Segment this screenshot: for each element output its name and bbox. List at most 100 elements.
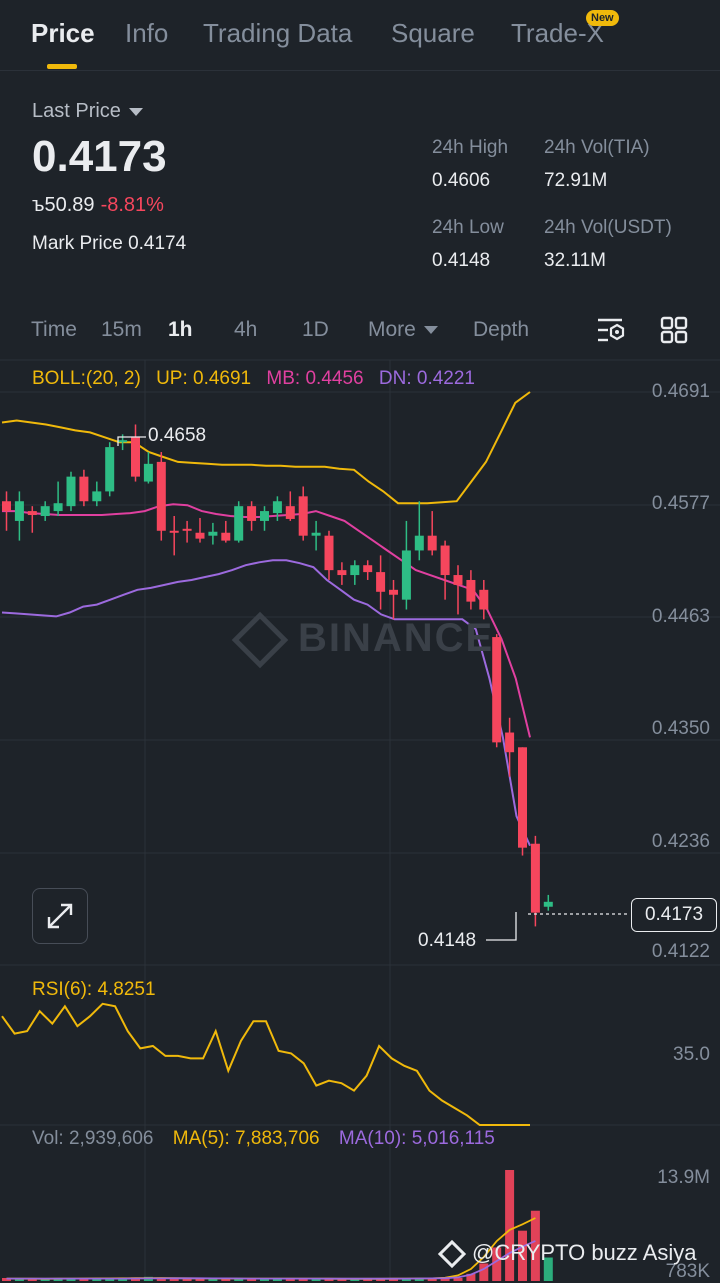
indicator-settings-icon[interactable] [596,316,626,344]
candle-body [505,732,515,753]
interval-time[interactable]: Time [31,318,77,341]
candle-body [363,565,373,573]
expand-icon [47,903,73,929]
candle-body [466,579,476,602]
high-marker-label: 0.4658 [148,425,207,446]
volume-ma5-value: MA(5): 7,883,706 [172,1128,320,1149]
volume-bar [182,1278,192,1281]
tab-trading-data[interactable]: Trading Data [203,18,353,48]
new-badge: New [586,10,619,26]
candle-body [131,437,140,477]
volume-legend: Vol: 2,939,606 MA(5): 7,883,706 MA(10): … [32,1128,495,1150]
interval-15m[interactable]: 15m [101,318,142,341]
volume-bar [169,1278,179,1281]
interval-more-label: More [368,318,416,341]
candle-body [27,511,37,516]
candle-body [427,535,437,551]
volume-bar [414,1278,424,1281]
candle-body [66,476,76,507]
candle-body [414,535,424,551]
mark-price-value: 0.4174 [128,233,187,254]
candle-body [530,843,540,913]
candle-body [440,545,450,576]
overlay-credit-text: @CRYPTO buzz Asiya [472,1240,697,1265]
local-currency-price: ъ50.89 [32,194,95,216]
interval-1h[interactable]: 1h [168,318,193,341]
tab-square[interactable]: Square [391,18,475,48]
tab-info[interactable]: Info [125,18,169,48]
price-axis-tick: 0.4350 [651,718,710,739]
price-axis-tick: 0.4691 [651,381,710,402]
overlay-credit: @CRYPTO buzz Asiya [437,1240,697,1269]
price-axis-tick: 0.4236 [651,831,710,852]
current-price-tag: 0.4173 [631,898,717,932]
candle-body [247,506,257,521]
candle-body [492,637,502,743]
volume-bar [518,1230,527,1281]
binance-watermark-text: BINANCE [298,616,495,660]
boll-lower-band [1,559,531,847]
price-axis-tick: 0.4463 [651,606,710,627]
candle-body [182,528,192,531]
interval-4h[interactable]: 4h [234,318,258,341]
caret-down-icon [128,107,143,116]
binance-watermark: BINANCE [231,612,495,669]
candle-body [118,440,128,443]
interval-1d[interactable]: 1D [302,318,329,341]
volume-bar [156,1277,166,1281]
candle-body [453,575,463,585]
rsi-legend: RSI(6): 4.8251 [32,979,156,1000]
mark-price-label: Mark Price [32,233,123,254]
candle-body [92,491,102,502]
candle-body [272,501,282,514]
candle-body [518,747,527,848]
candle-body [2,501,11,512]
candle-body [376,572,386,592]
candle-body [479,589,489,610]
layout-grid-icon[interactable] [660,316,688,344]
price-axis-tick: 0.4577 [651,493,710,514]
fullscreen-button[interactable] [32,888,88,944]
caret-down-icon [423,326,438,335]
boll-legend: BOLL:(20, 2) UP: 0.4691 MB: 0.4456 DN: 0… [32,368,475,390]
candle-body [401,550,411,600]
depth-tab[interactable]: Depth [473,318,530,341]
volume-axis-tick: 783K [665,1261,710,1282]
diamond-logo-icon [437,1240,467,1269]
price-change-percent: -8.81% [100,194,164,216]
candle-body [79,476,89,502]
volume-bar [530,1210,540,1281]
candle-body [298,496,308,536]
24h-vol-base-label: 24h Vol(TIA) [544,137,650,158]
boll-dn-value: DN: 0.4221 [378,368,475,389]
candle-body [40,506,50,517]
candle-body [208,531,218,536]
volume-bar [195,1278,205,1281]
boll-label: BOLL:(20, 2) [32,368,141,389]
active-tab-indicator [47,64,77,69]
volume-bar [440,1278,450,1281]
24h-vol-quote-label: 24h Vol(USDT) [544,217,672,238]
interval-more[interactable]: More [368,318,438,342]
candle-body [260,511,269,521]
volume-ma10-line [6,1240,536,1280]
boll-up-value: UP: 0.4691 [156,368,252,389]
last-price-label: Last Price [32,100,121,122]
mark-price-row: Mark Price 0.4174 [32,233,186,255]
boll-mb-value: MB: 0.4456 [266,368,364,389]
volume-bar [543,1257,553,1281]
candle-body [53,503,63,512]
candle-body [543,901,553,907]
candle-body [234,506,244,541]
last-price-selector[interactable]: Last Price [32,100,143,123]
tab-price[interactable]: Price [31,18,95,48]
24h-low-label: 24h Low [432,217,504,238]
candle-body [350,565,360,576]
volume-axis-tick: 13.9M [657,1167,710,1188]
candle-body [311,532,321,536]
candle-body [14,501,24,521]
candle-body [156,461,166,531]
last-price-value: 0.4173 [32,132,167,181]
rsi-axis-tick: 35.0 [673,1044,710,1065]
